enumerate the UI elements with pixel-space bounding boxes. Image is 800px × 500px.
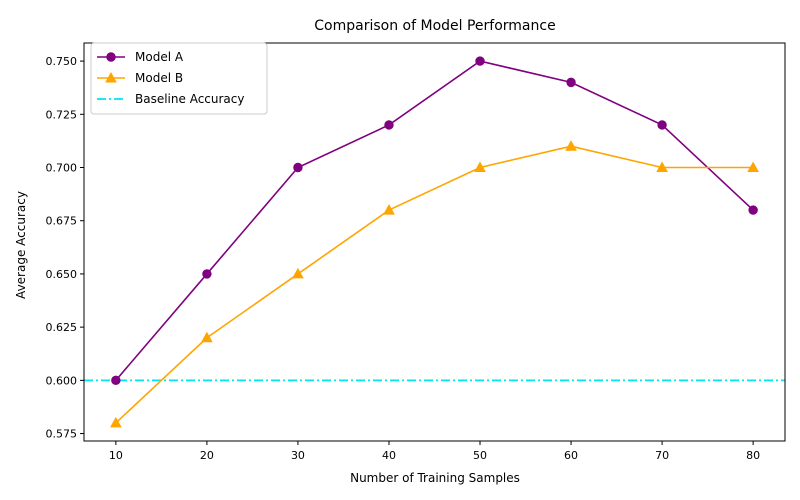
model-b-point: [656, 161, 668, 173]
y-tick-label: 0.575: [46, 428, 78, 441]
x-tick-label: 50: [473, 449, 487, 462]
legend-box: [90, 42, 268, 115]
y-axis-title: Average Accuracy: [14, 191, 28, 299]
y-axis-ticks: 0.575 0.600 0.625 0.650 0.675 0.700 0.725 0.750: [46, 55, 84, 441]
plot-frame: [83, 42, 786, 442]
x-axis-title: Number of Training Samples: [350, 471, 520, 485]
y-tick-label: 0.750: [46, 55, 78, 68]
model-a-point: [657, 120, 667, 130]
model-a-point: [384, 120, 394, 130]
legend-label-baseline-accuracy: Baseline Accuracy: [135, 92, 244, 106]
x-axis-ticks: 10 20 30 40 50 60 70 80: [109, 441, 760, 462]
series-markers: [110, 56, 759, 428]
legend-marker-model-a: [106, 52, 116, 62]
x-tick-label: 20: [200, 449, 214, 462]
legend-marker-model-b: [105, 71, 117, 83]
y-tick-label: 0.700: [46, 162, 78, 175]
model-b-point: [565, 140, 577, 151]
model-b-point: [292, 267, 304, 279]
y-tick-label: 0.725: [46, 108, 78, 121]
model-a-point: [475, 56, 485, 66]
legend: Model A Model B Baseline Accuracy: [90, 42, 268, 115]
x-tick-label: 60: [564, 449, 578, 462]
y-tick-label: 0.625: [46, 321, 78, 334]
model-a-point: [566, 77, 576, 88]
model-b-point: [201, 331, 213, 343]
model-b-point: [383, 204, 395, 215]
model-b-point: [474, 161, 486, 173]
model-b-line: [115, 145, 754, 424]
chart-title: Comparison of Model Performance: [314, 18, 555, 34]
model-a-point: [202, 269, 212, 279]
model-a-point: [293, 162, 303, 173]
x-tick-label: 70: [655, 449, 669, 462]
model-a-point: [111, 375, 121, 386]
x-tick-label: 80: [746, 449, 760, 462]
x-tick-label: 30: [291, 449, 305, 462]
x-tick-label: 10: [109, 449, 123, 462]
series-lines: [115, 60, 754, 424]
model-b-point: [110, 416, 122, 428]
legend-label-model-b: Model B: [135, 71, 183, 85]
y-tick-label: 0.675: [46, 215, 78, 228]
x-tick-label: 40: [382, 449, 396, 462]
legend-label-model-a: Model A: [135, 50, 184, 64]
model-a-line: [115, 60, 754, 381]
model-b-point: [747, 161, 759, 173]
model-a-point: [748, 205, 758, 215]
y-tick-label: 0.600: [46, 374, 78, 387]
y-tick-label: 0.650: [46, 268, 78, 281]
